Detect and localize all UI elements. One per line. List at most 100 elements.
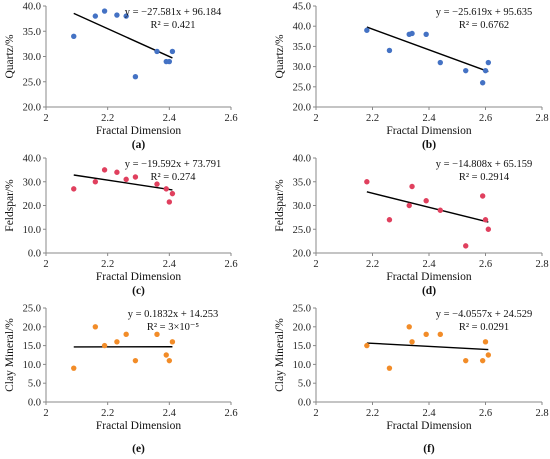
y-tick-label: 0.0: [28, 249, 41, 260]
y-axis-label: Feldspar/%: [274, 179, 286, 232]
x-tick-label: 2: [43, 113, 48, 124]
data-point: [132, 174, 139, 180]
data-point: [479, 80, 486, 86]
chart-panel-1: 20.0 25.0 30.0 35.0 40.0 2 2.2 2.4 2.6 Fractal Di…: [4, 2, 238, 152]
y-tick-label: 5.0: [28, 379, 41, 390]
data-point: [437, 59, 443, 66]
r-squared-label: R² = 0.2914: [459, 172, 510, 183]
x-axis-label: Fractal Dimension: [96, 125, 182, 137]
data-point: [409, 339, 415, 345]
y-axis-label: Clay Mineral/%: [274, 318, 286, 392]
data-point: [482, 339, 489, 345]
data-point: [463, 243, 469, 249]
x-tick-label: 2.8: [535, 259, 548, 270]
data-point: [364, 27, 370, 33]
data-point: [101, 8, 108, 14]
data-point: [409, 183, 415, 190]
regression-equation: y = −27.581x + 96.184: [125, 7, 222, 18]
data-point: [169, 339, 176, 345]
data-point: [166, 199, 173, 205]
x-tick-label: 2.6: [224, 408, 237, 419]
x-tick-label: 2.6: [479, 259, 492, 270]
y-tick-label: 40.0: [23, 154, 41, 165]
regression-equation: y = −14.808x + 65.159: [436, 159, 533, 170]
data-point: [114, 169, 120, 175]
panel-label: (c): [132, 285, 145, 297]
chart-panel-3: 0.0 10.0 20.0 30.0 40.0 2 2.2 2.4 2.6 Fractal Dim…: [4, 154, 238, 298]
x-tick-label: 2.8: [535, 113, 548, 124]
y-tick-label: 25.0: [23, 77, 41, 88]
y-tick-label: 30.0: [23, 177, 41, 188]
r-squared-label: R² = 0.0291: [459, 322, 509, 333]
data-point: [386, 47, 393, 54]
data-point: [463, 67, 469, 74]
data-point: [101, 342, 108, 349]
y-tick-label: 35.0: [293, 42, 311, 53]
r-squared-label: R² = 3×10⁻⁵: [147, 322, 200, 333]
y-tick-label: 20.0: [23, 103, 41, 114]
data-point: [423, 31, 429, 37]
data-point: [92, 179, 99, 185]
data-point: [437, 331, 443, 338]
y-tick-label: 25.0: [293, 304, 311, 315]
x-tick-label: 2: [43, 259, 48, 270]
data-point: [166, 58, 173, 65]
y-tick-label: 35.0: [293, 177, 311, 188]
y-tick-label: 40.0: [23, 2, 41, 13]
data-point: [463, 357, 469, 364]
y-tick-label: 10.0: [293, 360, 311, 371]
y-tick-label: 30.0: [23, 52, 41, 63]
y-tick-label: 20.0: [293, 322, 311, 333]
data-point: [386, 217, 393, 223]
r-squared-label: R² = 0.274: [151, 172, 197, 183]
y-tick-label: 25.0: [293, 82, 311, 93]
data-point: [163, 352, 169, 358]
y-tick-label: 40.0: [293, 22, 311, 33]
panel-label: (d): [422, 285, 436, 297]
y-axis-label: Quartz/%: [4, 34, 16, 78]
data-point: [386, 365, 393, 371]
regression-equation: y = −4.0557x + 24.529: [436, 309, 533, 320]
data-point: [101, 167, 108, 173]
data-point: [409, 30, 415, 37]
data-point: [364, 179, 370, 185]
regression-equation: y = 0.1832x + 14.253: [128, 309, 219, 320]
data-point: [132, 357, 139, 364]
x-tick-label: 2.4: [422, 408, 436, 419]
data-point: [364, 342, 370, 349]
data-point: [482, 67, 489, 74]
data-point: [154, 181, 160, 187]
data-point: [479, 357, 486, 364]
x-tick-label: 2.2: [101, 113, 114, 124]
y-tick-label: 30.0: [293, 62, 311, 73]
x-tick-label: 2: [313, 408, 318, 419]
y-tick-label: 10.0: [23, 225, 41, 236]
chart-panel-2: 20.0 25.0 30.0 35.0 40.0 45.0 2 2.2 2.4 2.6 2.8 Fra…: [274, 2, 549, 152]
x-axis-label: Fractal Dimension: [386, 420, 472, 432]
x-axis-label: Fractal Dimension: [386, 125, 472, 137]
y-tick-label: 20.0: [293, 249, 311, 260]
data-point: [71, 33, 77, 39]
x-tick-label: 2: [313, 259, 318, 270]
x-tick-label: 2.4: [163, 408, 177, 419]
trend-line: [366, 342, 489, 351]
y-axis-label: Quartz/%: [274, 34, 286, 78]
panel-label: (a): [132, 139, 146, 151]
data-point: [132, 74, 139, 80]
x-tick-label: 2.6: [224, 259, 237, 270]
y-tick-label: 20.0: [23, 322, 41, 333]
x-tick-label: 2.6: [479, 113, 492, 124]
x-tick-label: 2.4: [422, 113, 436, 124]
panel-label: (f): [423, 443, 435, 455]
y-axis-label: Clay Mineral/%: [4, 318, 16, 392]
x-tick-label: 2.6: [479, 408, 492, 419]
data-point: [406, 202, 412, 209]
regression-equation: y = −25.619x + 95.635: [436, 7, 533, 18]
data-point: [485, 352, 492, 358]
x-tick-label: 2.2: [366, 408, 379, 419]
y-axis-label: Feldspar/%: [4, 179, 16, 232]
x-tick-label: 2.2: [366, 113, 379, 124]
y-tick-label: 25.0: [293, 225, 311, 236]
data-point: [423, 331, 429, 338]
